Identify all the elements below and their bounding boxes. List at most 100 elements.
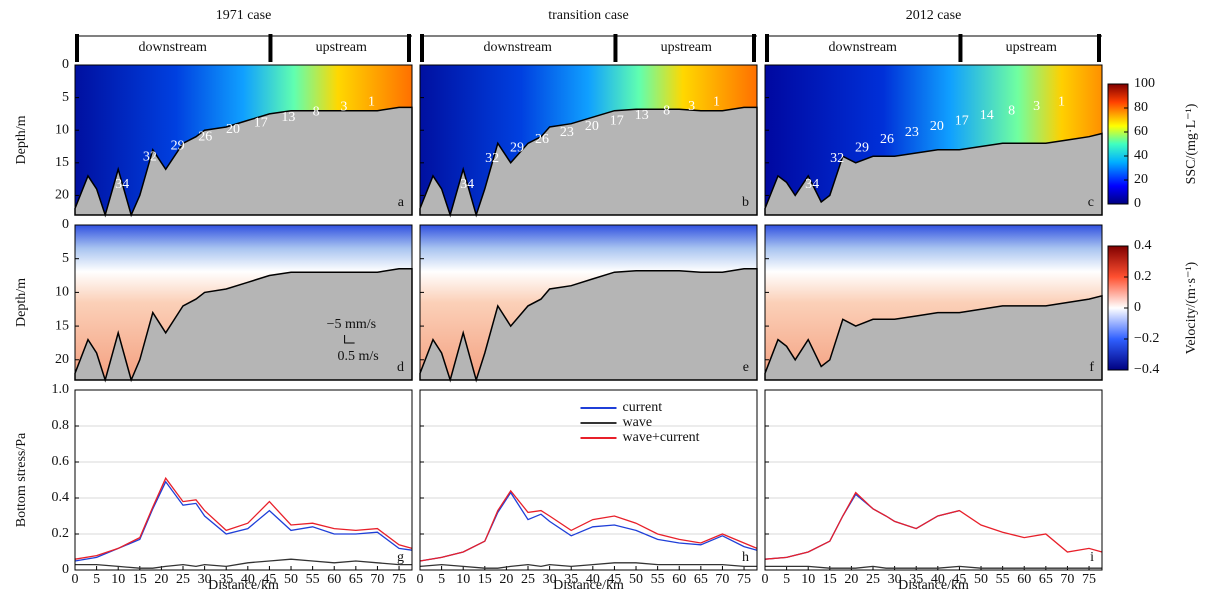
contour-label: 17 bbox=[254, 116, 268, 131]
x-tick-label: 65 bbox=[1039, 572, 1053, 587]
contour-label: 34 bbox=[115, 177, 129, 192]
y-tick-label: 0 bbox=[62, 562, 69, 577]
contour-label: 17 bbox=[955, 113, 969, 128]
panel-label: i bbox=[1090, 550, 1094, 565]
x-tick-label: 55 bbox=[651, 572, 665, 587]
panel-label: b bbox=[742, 195, 749, 210]
bed bbox=[74, 106, 413, 218]
x-tick-label: 60 bbox=[327, 572, 341, 587]
x-tick-label: 55 bbox=[306, 572, 320, 587]
contour-label: 1 bbox=[713, 95, 720, 110]
scale-label: −5 mm/s bbox=[327, 317, 377, 332]
frame bbox=[419, 64, 758, 216]
contour-label: 3 bbox=[340, 99, 347, 114]
contour-label: 13 bbox=[281, 110, 295, 125]
frame bbox=[764, 64, 1103, 216]
x-tick-label: 25 bbox=[176, 572, 190, 587]
x-tick-label: 10 bbox=[456, 572, 470, 587]
x-tick-label: 15 bbox=[133, 572, 147, 587]
contour-label: 20 bbox=[585, 119, 599, 134]
colorbar-label: SSC/(mg·L⁻¹) bbox=[1184, 103, 1199, 184]
x-tick-label: 5 bbox=[783, 572, 790, 587]
colorbar-tick-label: −0.4 bbox=[1134, 362, 1159, 377]
contour-label: 34 bbox=[805, 177, 819, 192]
x-tick-label: 5 bbox=[93, 572, 100, 587]
frame bbox=[419, 389, 758, 571]
contour-label: 8 bbox=[663, 103, 670, 118]
region-label: upstream bbox=[661, 40, 712, 55]
bed bbox=[764, 294, 1103, 381]
contour-label: 26 bbox=[880, 132, 894, 147]
series-line bbox=[419, 562, 757, 569]
x-tick-label: 65 bbox=[349, 572, 363, 587]
contour-label: 3 bbox=[1033, 99, 1040, 114]
bed bbox=[419, 268, 758, 383]
y-tick-label: 0.2 bbox=[52, 526, 70, 541]
x-tick-label: 65 bbox=[694, 572, 708, 587]
colorbar-tick-label: 80 bbox=[1134, 100, 1148, 115]
series-line bbox=[765, 565, 1102, 569]
x-tick-label: 15 bbox=[823, 572, 837, 587]
x-tick-label: 30 bbox=[543, 572, 557, 587]
contour-label: 20 bbox=[226, 122, 240, 137]
x-tick-label: 10 bbox=[111, 572, 125, 587]
contour-label: 3 bbox=[688, 99, 695, 114]
x-tick-label: 30 bbox=[888, 572, 902, 587]
x-tick-label: 25 bbox=[521, 572, 535, 587]
x-axis-label: Distance/km bbox=[208, 578, 279, 593]
contour-label: 29 bbox=[510, 140, 524, 155]
contour-label: 26 bbox=[198, 130, 212, 145]
x-tick-label: 60 bbox=[672, 572, 686, 587]
x-tick-label: 60 bbox=[1017, 572, 1031, 587]
contour-label: 13 bbox=[635, 108, 649, 123]
x-tick-label: 10 bbox=[801, 572, 815, 587]
panel-label: g bbox=[397, 550, 404, 565]
series-line bbox=[764, 493, 960, 560]
contour-label: 23 bbox=[560, 125, 574, 140]
x-tick-label: 35 bbox=[219, 572, 233, 587]
x-tick-label: 35 bbox=[564, 572, 578, 587]
series-line bbox=[419, 491, 758, 562]
colorbar-tick-label: 20 bbox=[1134, 172, 1148, 187]
contour-label: 32 bbox=[143, 150, 157, 165]
legend-label: current bbox=[623, 400, 663, 415]
frame bbox=[764, 224, 1103, 381]
x-tick-label: 70 bbox=[370, 572, 384, 587]
y-axis-label: Bottom stress/Pa bbox=[14, 432, 29, 527]
x-tick-label: 75 bbox=[392, 572, 406, 587]
x-tick-label: 45 bbox=[262, 572, 276, 587]
y-axis-label: Depth/m bbox=[14, 115, 29, 164]
panel-label: h bbox=[742, 550, 749, 565]
series-line bbox=[74, 480, 413, 562]
x-tick-label: 20 bbox=[499, 572, 513, 587]
series-line bbox=[75, 558, 412, 569]
legend-label: wave+current bbox=[623, 430, 700, 445]
bed bbox=[764, 132, 1103, 216]
case-title: transition case bbox=[548, 8, 628, 23]
colorbar bbox=[1107, 83, 1129, 205]
x-tick-label: 35 bbox=[909, 572, 923, 587]
x-tick-label: 40 bbox=[931, 572, 945, 587]
x-tick-label: 30 bbox=[198, 572, 212, 587]
x-tick-label: 75 bbox=[1082, 572, 1096, 587]
case-title: 1971 case bbox=[216, 8, 272, 23]
x-axis-label: Distance/km bbox=[553, 578, 624, 593]
x-axis-label: Distance/km bbox=[898, 578, 969, 593]
panel-label: c bbox=[1088, 195, 1094, 210]
frame bbox=[419, 224, 758, 381]
y-tick-label: 1.0 bbox=[52, 382, 70, 397]
x-tick-label: 0 bbox=[72, 572, 79, 587]
y-tick-label: 5 bbox=[62, 251, 69, 266]
panel-label: a bbox=[398, 195, 405, 210]
x-tick-label: 45 bbox=[607, 572, 621, 587]
region-label: downstream bbox=[829, 40, 898, 55]
colorbar-tick-label: 60 bbox=[1134, 124, 1148, 139]
x-tick-label: 40 bbox=[586, 572, 600, 587]
colorbar-tick-label: −0.2 bbox=[1134, 331, 1159, 346]
y-tick-label: 0.8 bbox=[52, 418, 70, 433]
x-tick-label: 40 bbox=[241, 572, 255, 587]
contour-label: 8 bbox=[1008, 103, 1015, 118]
contour-label: 17 bbox=[610, 113, 624, 128]
y-tick-label: 0.6 bbox=[52, 454, 70, 469]
